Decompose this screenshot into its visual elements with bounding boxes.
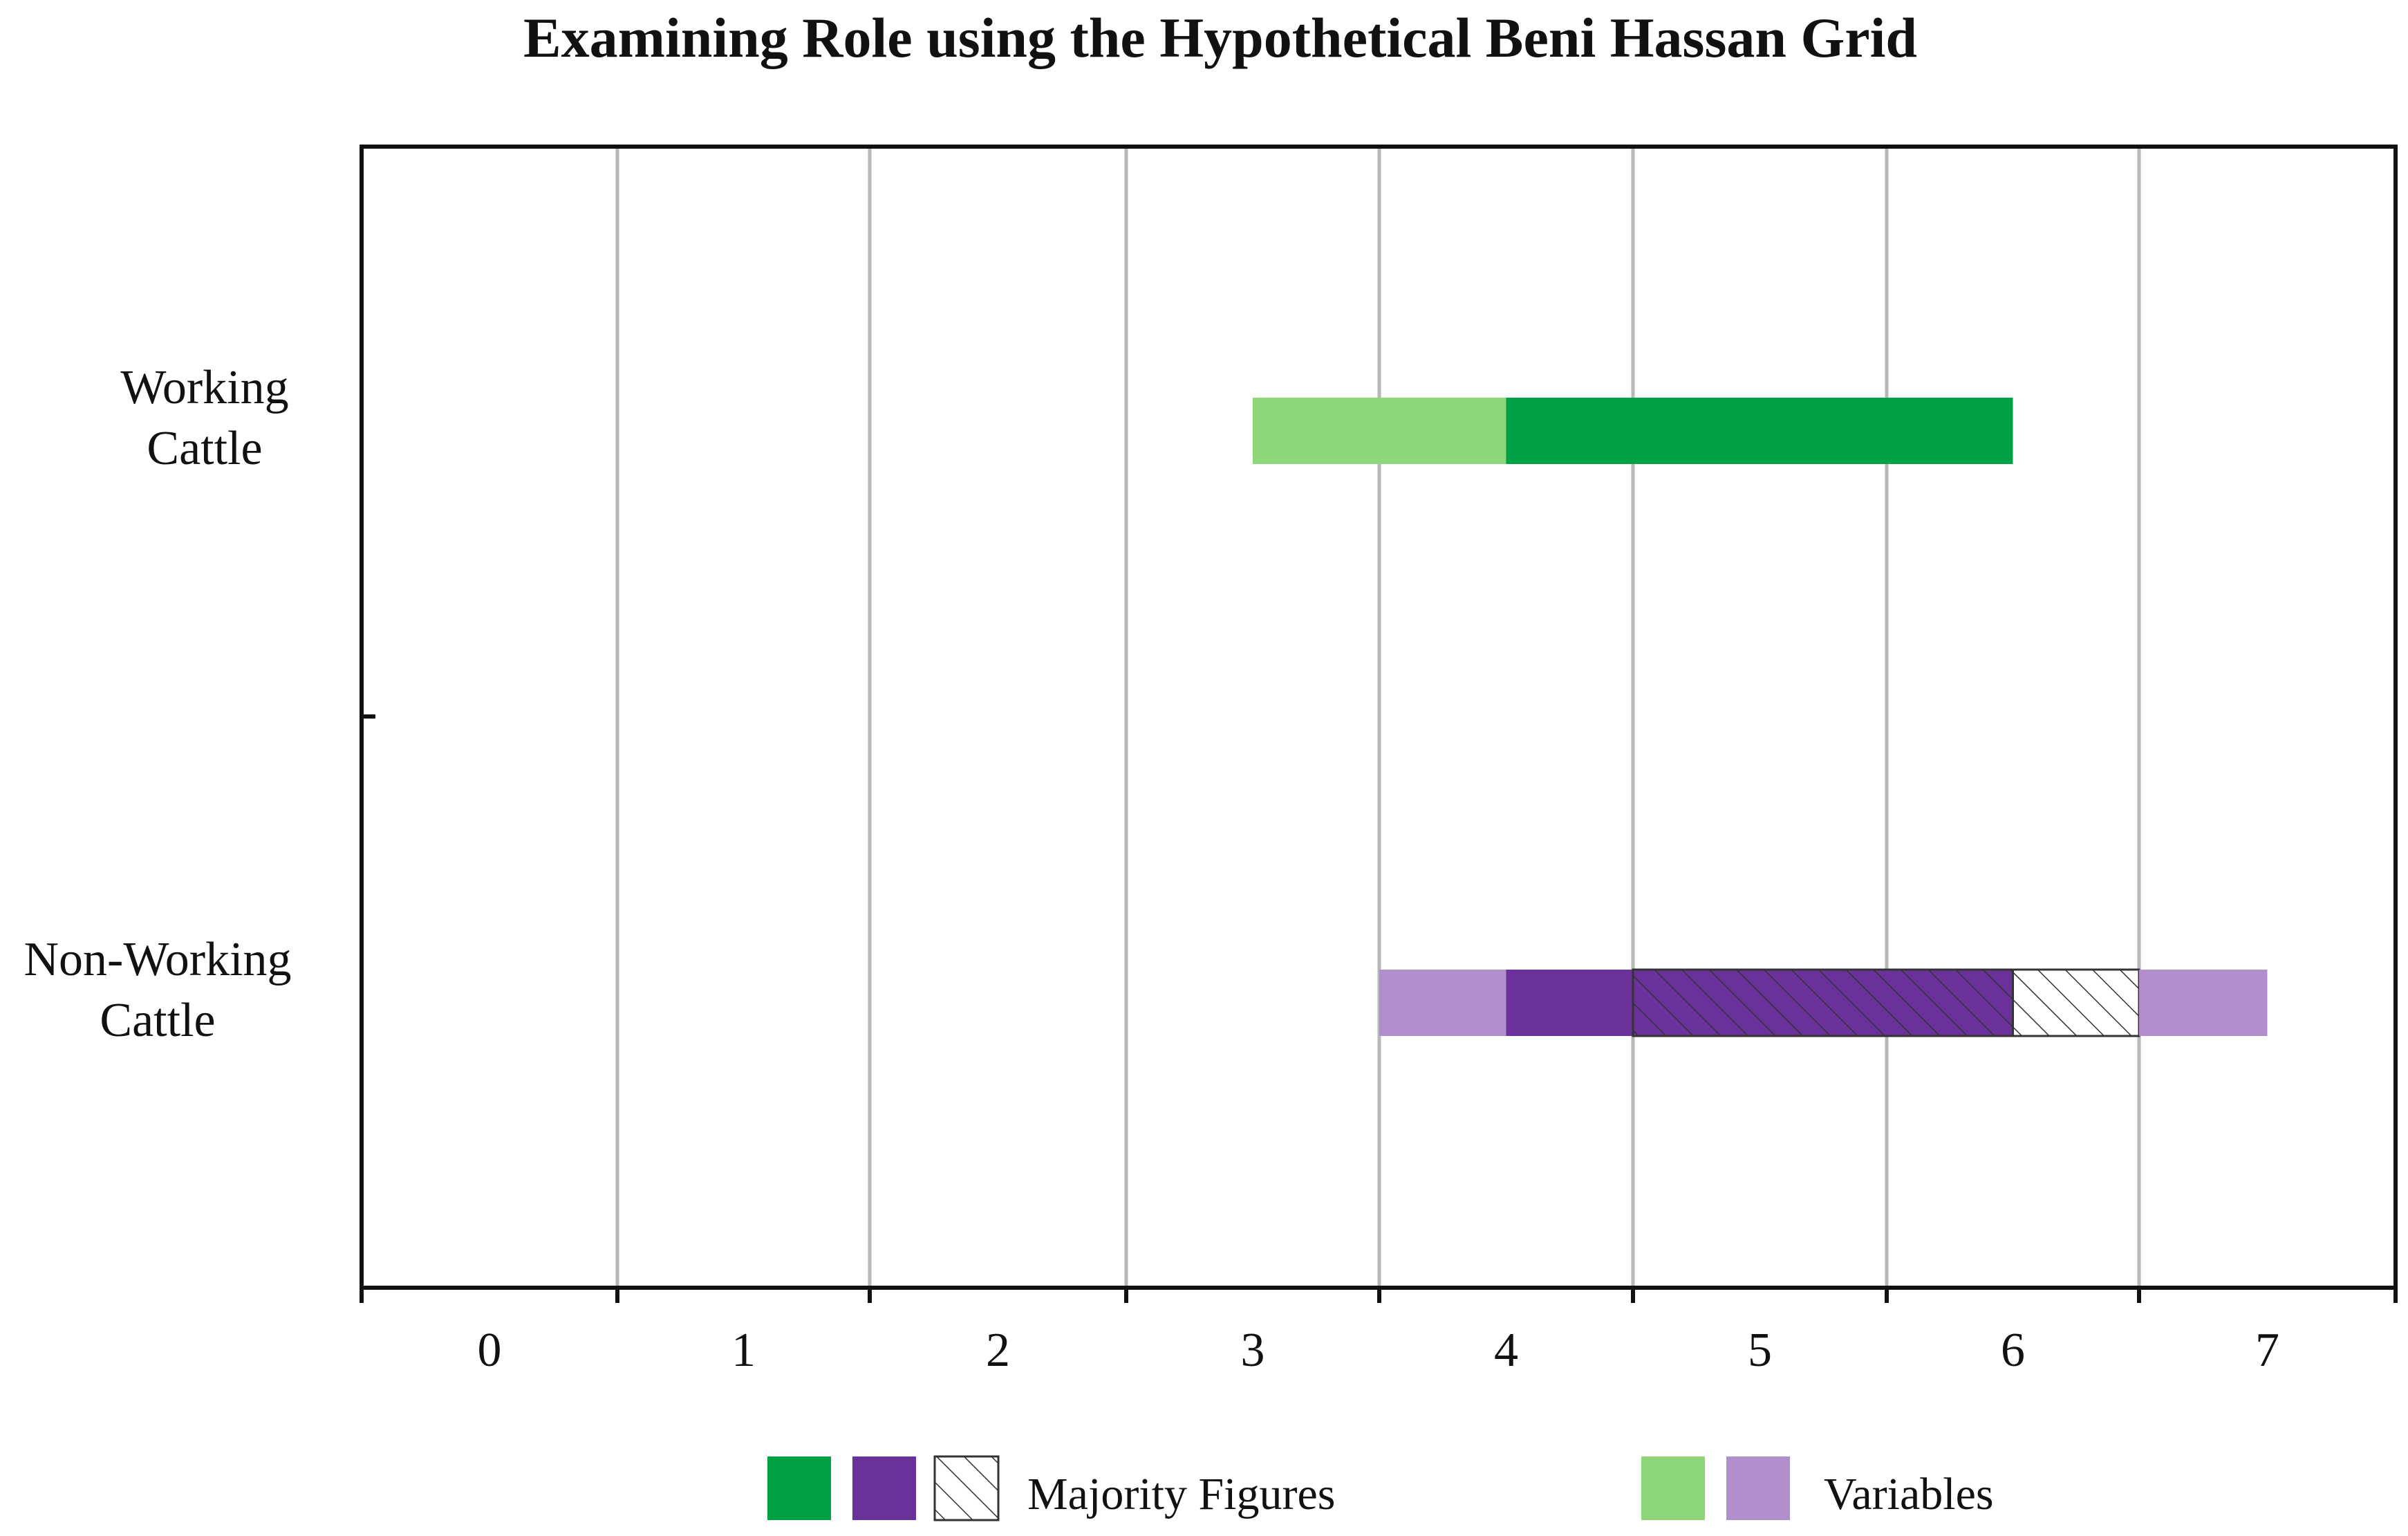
bar-segment-hatch [1632,968,2014,1037]
x-tick-label: 1 [731,1324,756,1377]
legend-swatch [767,1456,831,1520]
bar-segment-variable [2139,970,2268,1036]
x-tick-label: 0 [478,1324,502,1377]
x-tick-label: 7 [2255,1324,2279,1377]
legend-label: Majority Figures [1027,1469,1335,1519]
legend-swatch [852,1456,916,1520]
x-tick-label: 4 [1494,1324,1518,1377]
x-tick-label: 6 [2001,1324,2025,1377]
legend-swatch-hatch [933,1455,1000,1521]
legend-swatch [1726,1456,1790,1520]
legend: Majority Figures Variables [767,1455,1994,1521]
bars [1253,398,2268,1037]
category-label: Non-Working Cattle [24,933,291,1047]
x-tick-label: 3 [1241,1324,1265,1377]
bar-segment-hatch [2012,968,2140,1037]
legend-swatch [1641,1456,1705,1520]
category-labels: Working Cattle Non-Working Cattle [24,361,291,1047]
chart-title: Examining Role using the Hypothetical Be… [523,6,1917,69]
x-tick-label: 5 [1748,1324,1772,1377]
bar-segment-majority [1506,970,1633,1036]
bar-segment-majority [1506,398,2013,464]
bar-segment-variable [1379,970,1506,1036]
gridlines [615,147,2141,1288]
plot-frame [360,145,2398,1303]
x-axis-ticks: 0 1 2 3 4 5 6 7 [478,1324,2280,1377]
bar-segment-variable [1253,398,1506,464]
x-tick-label: 2 [986,1324,1010,1377]
legend-label: Variables [1824,1469,1994,1519]
category-label: Working Cattle [120,361,288,475]
